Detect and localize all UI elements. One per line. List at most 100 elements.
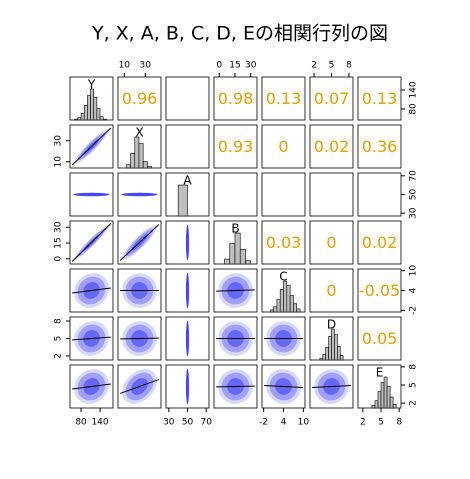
panel — [357, 76, 402, 121]
histogram-bar — [392, 404, 397, 409]
variable-name: Y — [87, 78, 96, 92]
histogram-bar — [130, 153, 136, 169]
panel — [165, 268, 210, 313]
panel — [213, 316, 258, 361]
fit-line — [72, 336, 111, 341]
histogram-bar — [319, 357, 324, 361]
histogram-bar — [239, 249, 246, 265]
correlation: 0.02 — [362, 233, 398, 252]
panel — [213, 364, 258, 409]
y-tick-label: 2 — [409, 400, 419, 406]
correlation: 0.96 — [122, 89, 158, 108]
panel — [117, 220, 162, 265]
histogram-bar — [374, 400, 379, 409]
point-cloud — [185, 320, 190, 357]
y-tick-label: 140 — [409, 81, 419, 98]
variable-name: A — [183, 174, 192, 188]
correlation: 0 — [326, 233, 336, 252]
y-tick-label: -2 — [409, 306, 419, 315]
histogram-bar — [177, 184, 188, 217]
histogram-bar — [380, 382, 385, 409]
y-tick-label: 5 — [54, 336, 64, 342]
histogram-bar — [276, 299, 281, 313]
x-tick-label: 70 — [200, 418, 212, 428]
histogram-bar — [389, 396, 394, 409]
correlation: 0.02 — [314, 137, 350, 156]
histogram-bar — [289, 295, 294, 313]
correlation: 0.93 — [218, 137, 254, 156]
x-tick-label: 0 — [216, 61, 222, 71]
y-tick-label: 2 — [54, 353, 64, 359]
correlation: 0.03 — [266, 233, 302, 252]
histogram-bar — [293, 303, 298, 313]
y-tick-label: 8 — [409, 364, 419, 370]
panel — [309, 268, 354, 313]
y-tick-label: 0 — [54, 256, 64, 262]
histogram-bar — [83, 105, 88, 121]
panel — [357, 316, 402, 361]
x-tick-label: 15 — [229, 61, 240, 71]
histogram-bar — [328, 336, 332, 361]
y-tick-label: 8 — [54, 318, 64, 324]
histogram-bar — [147, 166, 152, 169]
histogram-bar — [74, 118, 79, 121]
histogram-bar — [339, 355, 344, 361]
correlation: 0.98 — [218, 89, 254, 108]
histogram-bar — [245, 260, 252, 265]
variable-name: X — [135, 126, 143, 140]
histogram-bar — [224, 258, 231, 265]
x-tick-label: 30 — [163, 418, 175, 428]
histogram-bar — [90, 88, 95, 121]
fit-line — [71, 127, 112, 166]
fit-line — [120, 337, 159, 340]
correlation: 0.05 — [362, 329, 398, 348]
panel — [117, 76, 162, 121]
x-tick-label: 10 — [119, 61, 131, 71]
x-tick-label: 8 — [396, 418, 402, 428]
fit-line — [72, 383, 111, 390]
x-tick-label: 10 — [298, 418, 310, 428]
histogram-bar — [134, 136, 140, 169]
histogram-bar — [334, 334, 338, 361]
panel — [357, 220, 402, 265]
point-cloud — [185, 224, 190, 261]
chart-title: Y, X, A, B, C, D, Eの相関行列の図 — [91, 23, 388, 45]
panel — [165, 316, 210, 361]
panel — [357, 124, 402, 169]
correlation: 0.13 — [362, 89, 398, 108]
histogram-bar — [383, 376, 388, 409]
x-tick-label: 2 — [311, 61, 317, 71]
panel — [117, 316, 162, 361]
correlation: 0 — [326, 281, 336, 300]
histogram-bar — [77, 117, 82, 121]
histogram-bar — [331, 328, 335, 361]
variable-name: E — [376, 366, 384, 380]
x-tick-label: 5 — [378, 418, 384, 428]
histogram-bar — [386, 385, 391, 409]
panel — [69, 220, 114, 265]
panel — [261, 124, 306, 169]
panel — [69, 268, 114, 313]
panel — [357, 172, 402, 217]
histogram-bar — [96, 108, 101, 121]
correlation: 0.36 — [362, 137, 398, 156]
fit-line — [216, 385, 255, 388]
point-cloud — [73, 192, 110, 197]
x-tick-label: 30 — [245, 61, 257, 71]
panel — [69, 364, 114, 409]
histogram-bar — [283, 280, 288, 313]
y-tick-label: 5 — [409, 382, 419, 388]
fit-line — [216, 289, 255, 292]
y-tick-label: 30 — [54, 135, 64, 147]
panel — [261, 220, 306, 265]
x-tick-label: 4 — [281, 418, 287, 428]
panel — [165, 220, 210, 265]
fit-line — [264, 385, 303, 388]
panel — [165, 124, 210, 169]
fit-line — [119, 224, 160, 261]
fit-line — [72, 287, 111, 294]
histogram-bar — [93, 96, 98, 121]
y-tick-label: 10 — [54, 156, 64, 168]
histogram-bar — [87, 95, 91, 121]
